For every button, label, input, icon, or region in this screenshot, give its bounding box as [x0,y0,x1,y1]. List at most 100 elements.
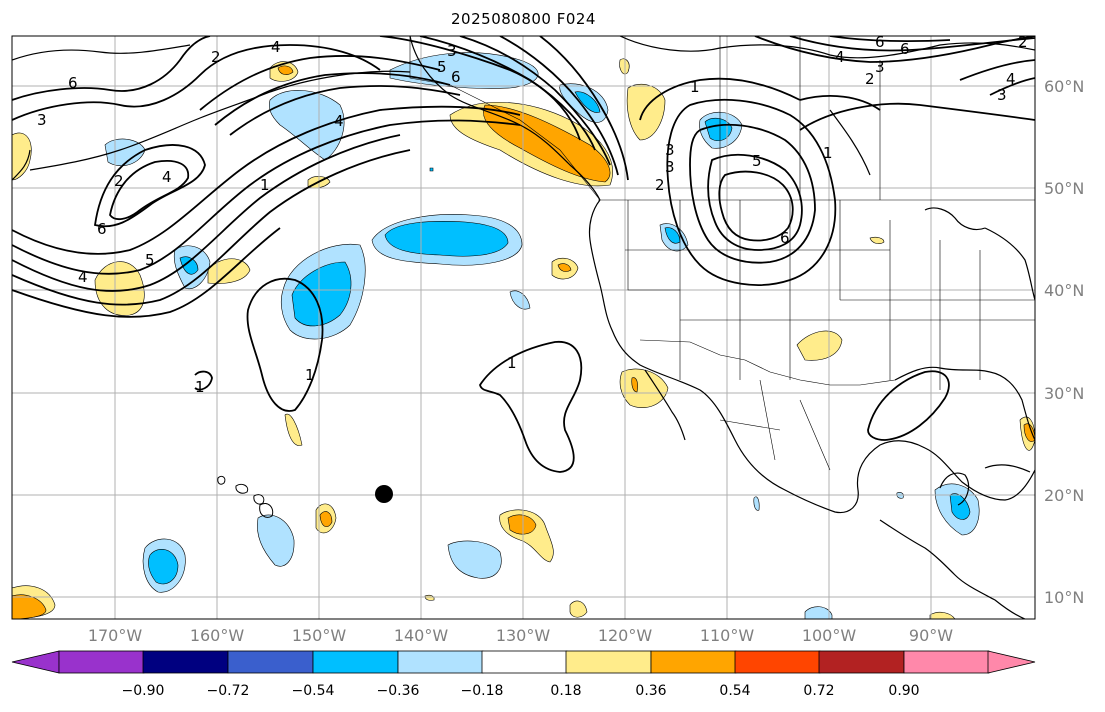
negative-anomaly-area [804,606,833,619]
contour-label: 4 [271,38,281,56]
contour-label: 1 [823,144,833,162]
contour-line [989,77,1035,96]
contour-line [12,36,211,101]
graticule [12,36,1035,619]
alaska-canada-border [409,36,601,201]
contour-label: 3 [875,58,885,76]
contour-line [246,277,324,412]
contour-label: 1 [507,354,517,372]
negative-anomaly-area [753,496,760,511]
negative-anomaly-core [291,261,352,327]
contour-line [459,36,611,166]
lat-label-30n: 30°N [1044,384,1085,403]
contour-line [12,227,281,318]
colorbar-tick-label: 0.54 [719,683,751,699]
contour-label: 1 [690,78,700,96]
contour-label: 2 [865,70,875,88]
positive-anomaly-area [12,132,32,181]
contour-line [194,370,213,391]
colorbar-segment [58,650,145,674]
colorbar-segment [903,650,990,674]
colorbar-segment [312,650,399,674]
contour-line [499,36,619,176]
negative-anomaly-core [429,167,434,172]
coastline-great-lakes [924,207,986,231]
colorbar-segment [650,650,737,674]
lon-label-110w: 110°W [699,626,755,645]
colorbar-segment [734,650,821,674]
coastline-yucatan [939,472,970,506]
colorbar-tick-label: −0.54 [291,683,335,699]
contour-label: 2 [211,48,221,66]
contour-label: 6 [451,68,461,86]
contour-line [689,123,816,264]
positive-anomaly-area [569,600,588,618]
colorbar-tick-label: −0.72 [206,683,250,699]
negative-anomaly-core [384,221,509,257]
contour-line [214,72,451,126]
coastline-alaska-peninsula [269,70,411,93]
contour-line [959,59,1035,81]
contour-label: 6 [900,40,910,58]
contour-line [666,98,837,286]
coastlines [12,36,1035,619]
contour-line [479,341,583,473]
contour-line [419,36,596,151]
coastline-north-america [588,199,1035,514]
map-frame [11,35,1036,620]
location-marker [375,485,393,503]
contour-label: 6 [875,33,885,51]
positive-anomaly-core [277,65,294,75]
positive-anomaly-area [796,330,843,361]
contour-label: 4 [1006,70,1016,88]
contour-label: 3 [665,158,675,176]
contour-label: 4 [334,112,344,130]
positive-anomaly-area [94,261,145,316]
contour-line [93,144,206,228]
colorbar-tick-label: −0.18 [460,683,504,699]
lat-label-10n: 10°N [1044,588,1085,607]
colorbar [11,650,1036,674]
colorbar-segment [481,650,568,674]
colorbar-tick-label: −0.90 [121,683,165,699]
contour-line [639,77,801,121]
coastline-baja [644,369,686,441]
contour-line [539,36,629,181]
positive-anomaly-area [929,611,956,619]
lat-label-20n: 20°N [1044,486,1085,505]
colorbar-segment [818,650,905,674]
lat-label-60n: 60°N [1044,77,1085,96]
contour-label: 3 [997,86,1007,104]
positive-anomaly-core [507,514,537,535]
contour-label: 4 [162,168,172,186]
colorbar-extend-max [987,650,1036,674]
mexico-states [719,379,831,471]
map-panel: 6 3 2 4 4 3 6 5 6 4 3 2 1 4 2 1 3 6 6 4 … [12,33,1035,619]
coastline-gulf [894,366,1035,441]
contour-label: 5 [145,251,155,269]
contour-label: 3 [447,42,457,60]
negative-anomaly-area [257,514,295,567]
contour-label: 6 [68,74,78,92]
contour-label: 5 [752,152,762,170]
colorbar-tick-label: 0.36 [635,683,667,699]
contour-line [199,55,441,111]
lon-label-160w: 160°W [189,626,245,645]
contour-label: 2 [1018,33,1028,51]
coastline-east [984,227,1035,301]
negative-anomaly-core [574,91,601,113]
map-title: 2025080800 F024 [451,10,596,28]
contour-label: 1 [260,176,270,194]
colorbar-tick-label: 0.18 [550,683,582,699]
contour-line [718,170,794,242]
colorbar-extend-min [11,650,60,674]
lon-label-90w: 90°W [908,626,954,645]
negative-anomaly-core [179,256,199,275]
contour-line [707,153,803,251]
coastline-hudson [829,109,871,176]
contour-label: 2 [114,172,124,190]
coastline-arctic [619,36,1035,59]
contour-line [867,370,950,441]
lon-label-150w: 150°W [291,626,347,645]
